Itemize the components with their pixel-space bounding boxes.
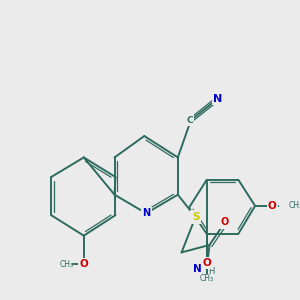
Text: N: N bbox=[194, 264, 202, 274]
Text: O: O bbox=[202, 258, 211, 268]
Text: S: S bbox=[192, 212, 199, 222]
Text: O: O bbox=[268, 201, 277, 211]
Text: N: N bbox=[142, 208, 150, 218]
Text: N: N bbox=[213, 94, 222, 104]
Text: C: C bbox=[186, 116, 193, 125]
Text: O: O bbox=[221, 217, 229, 227]
Text: H: H bbox=[208, 267, 214, 276]
Text: O: O bbox=[80, 259, 88, 269]
Text: CH₃: CH₃ bbox=[200, 274, 214, 283]
Text: CH₃: CH₃ bbox=[60, 260, 74, 268]
Text: CH₃: CH₃ bbox=[288, 201, 300, 210]
